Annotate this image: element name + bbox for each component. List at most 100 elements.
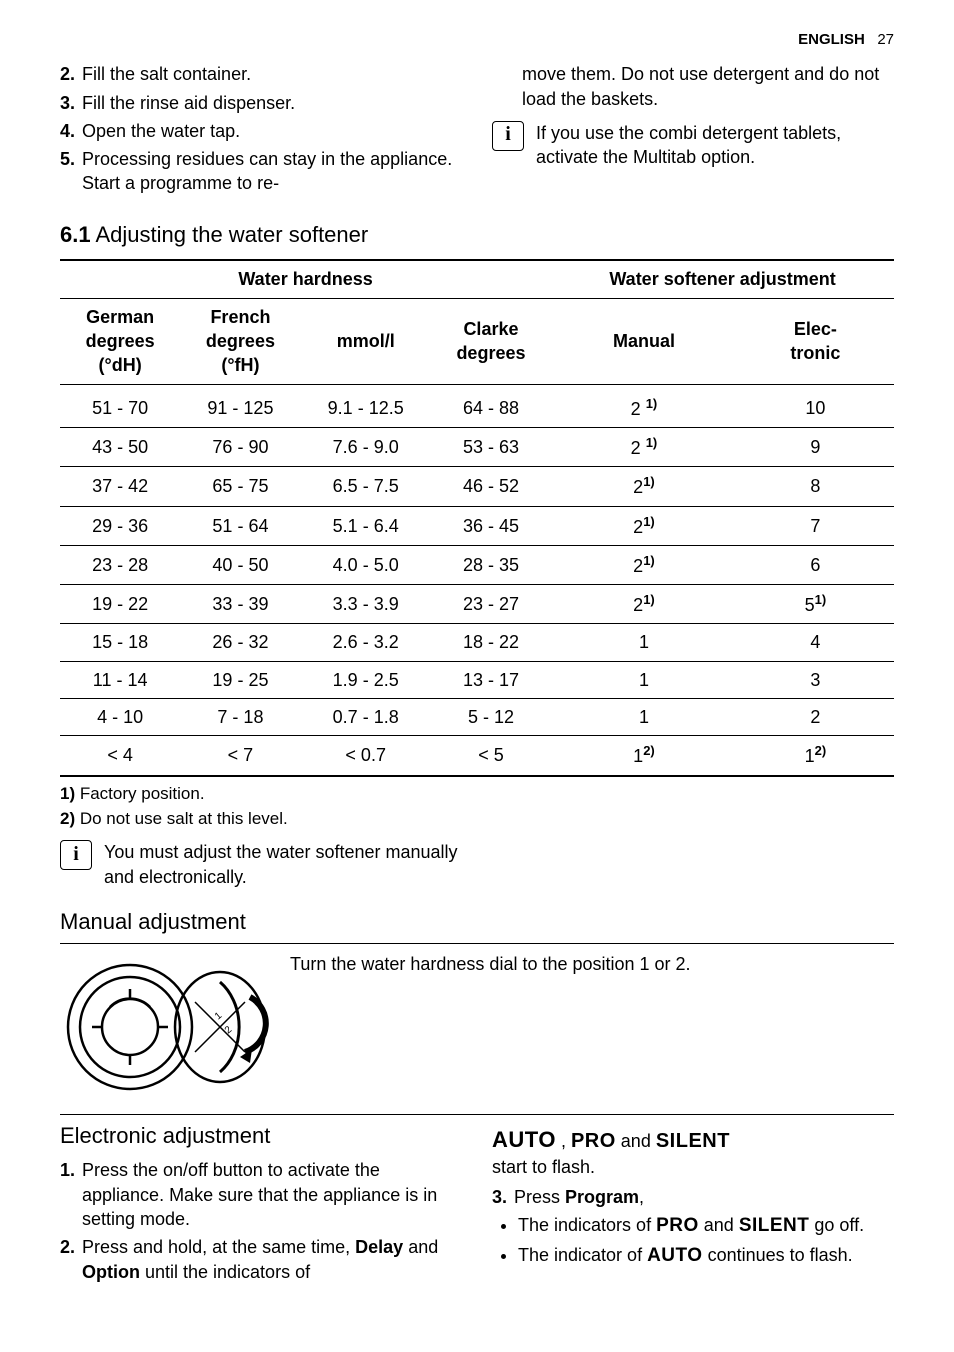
table-cell: 51) bbox=[737, 585, 894, 624]
table-cell: 65 - 75 bbox=[180, 467, 300, 506]
step-post: , bbox=[639, 1187, 644, 1207]
bullet-item: The indicators of PRO and SILENT go off. bbox=[518, 1213, 894, 1239]
table-cell: 12) bbox=[551, 736, 737, 776]
separator: , bbox=[556, 1131, 571, 1151]
table-cell: 2 bbox=[737, 698, 894, 735]
table-row: 11 - 1419 - 251.9 - 2.513 - 1713 bbox=[60, 661, 894, 698]
table-cell: 4 bbox=[737, 624, 894, 661]
table-cell: 13 - 17 bbox=[431, 661, 551, 698]
table-cell: 91 - 125 bbox=[180, 384, 300, 427]
header-language: ENGLISH bbox=[798, 31, 865, 48]
step-number: 2. bbox=[60, 62, 82, 86]
electronic-bullets: The indicators of PRO and SILENT go off.… bbox=[492, 1213, 894, 1268]
list-item: 4.Open the water tap. bbox=[60, 119, 462, 143]
table-cell: 7 bbox=[737, 506, 894, 545]
step-pre: Press bbox=[514, 1187, 565, 1207]
step-text: Press and hold, at the same time, Delay … bbox=[82, 1235, 462, 1284]
step-number: 4. bbox=[60, 119, 82, 143]
table-cell: 37 - 42 bbox=[60, 467, 180, 506]
and-text: and bbox=[616, 1131, 656, 1151]
list-item: 2.Fill the salt container. bbox=[60, 62, 462, 86]
table-cell: 36 - 45 bbox=[431, 506, 551, 545]
table-cell: 5 - 12 bbox=[431, 698, 551, 735]
table-cell: 9.1 - 12.5 bbox=[301, 384, 431, 427]
table-cell: 11 - 14 bbox=[60, 661, 180, 698]
info-icon bbox=[60, 840, 92, 870]
water-hardness-table: Water hardness Water softener adjustment… bbox=[60, 259, 894, 776]
table-cell: 23 - 27 bbox=[431, 585, 551, 624]
footnote: 2) Do not use salt at this level. bbox=[60, 808, 894, 831]
table-cell: 29 - 36 bbox=[60, 506, 180, 545]
table-column-header: Manual bbox=[551, 298, 737, 384]
table-cell: 28 - 35 bbox=[431, 545, 551, 584]
start-to-flash: start to flash. bbox=[492, 1155, 894, 1179]
table-cell: 15 - 18 bbox=[60, 624, 180, 661]
table-footnotes: 1) Factory position.2) Do not use salt a… bbox=[60, 783, 894, 831]
table-row: 23 - 2840 - 504.0 - 5.028 - 3521)6 bbox=[60, 545, 894, 584]
svg-text:2: 2 bbox=[223, 1024, 235, 1036]
table-column-header: Germandegrees(°dH) bbox=[60, 298, 180, 384]
section-number: 6.1 bbox=[60, 222, 91, 247]
info-combi-text: If you use the combi detergent tablets, … bbox=[536, 121, 894, 170]
step-number: 2. bbox=[60, 1235, 82, 1284]
intro-steps-left: 2.Fill the salt container.3.Fill the rin… bbox=[60, 62, 462, 195]
info-icon bbox=[492, 121, 524, 151]
silent-indicator: SILENT bbox=[656, 1130, 730, 1152]
table-column-header: Frenchdegrees(°fH) bbox=[180, 298, 300, 384]
table-cell: 7.6 - 9.0 bbox=[301, 427, 431, 466]
table-cell: 21) bbox=[551, 545, 737, 584]
table-cell: 8 bbox=[737, 467, 894, 506]
table-cell: 18 - 22 bbox=[431, 624, 551, 661]
table-cell: 2 1) bbox=[551, 427, 737, 466]
table-row: 43 - 5076 - 907.6 - 9.053 - 632 1)9 bbox=[60, 427, 894, 466]
table-cell: 64 - 88 bbox=[431, 384, 551, 427]
table-cell: 0.7 - 1.8 bbox=[301, 698, 431, 735]
step-number: 3. bbox=[60, 91, 82, 115]
table-cell: 7 - 18 bbox=[180, 698, 300, 735]
table-cell: < 0.7 bbox=[301, 736, 431, 776]
table-header-hardness: Water hardness bbox=[60, 260, 551, 298]
bullet-item: The indicator of AUTO continues to flash… bbox=[518, 1243, 894, 1269]
electronic-step-3: 3. Press Program, bbox=[492, 1185, 894, 1209]
list-item: 1.Press the on/off button to activate th… bbox=[60, 1158, 462, 1231]
info-adjust-text: You must adjust the water softener manua… bbox=[104, 840, 464, 889]
table-cell: 5.1 - 6.4 bbox=[301, 506, 431, 545]
table-row: 19 - 2233 - 393.3 - 3.923 - 2721)51) bbox=[60, 585, 894, 624]
table-cell: 53 - 63 bbox=[431, 427, 551, 466]
table-cell: 12) bbox=[737, 736, 894, 776]
table-row: 15 - 1826 - 322.6 - 3.218 - 2214 bbox=[60, 624, 894, 661]
table-row: 4 - 107 - 180.7 - 1.85 - 1212 bbox=[60, 698, 894, 735]
dial-diagram: 1 2 bbox=[60, 952, 270, 1102]
section-6-1-title: 6.1 Adjusting the water softener bbox=[60, 220, 894, 250]
list-item: 2.Press and hold, at the same time, Dela… bbox=[60, 1235, 462, 1284]
table-column-header: Elec-tronic bbox=[737, 298, 894, 384]
table-column-header: Clarkedegrees bbox=[431, 298, 551, 384]
table-cell: 6.5 - 7.5 bbox=[301, 467, 431, 506]
electronic-steps-left: 1.Press the on/off button to activate th… bbox=[60, 1158, 462, 1283]
manual-adjustment-text: Turn the water hardness dial to the posi… bbox=[290, 952, 894, 976]
table-cell: 40 - 50 bbox=[180, 545, 300, 584]
table-cell: 33 - 39 bbox=[180, 585, 300, 624]
table-cell: 4.0 - 5.0 bbox=[301, 545, 431, 584]
table-cell: 21) bbox=[551, 506, 737, 545]
footnote: 1) Factory position. bbox=[60, 783, 894, 806]
table-cell: 51 - 64 bbox=[180, 506, 300, 545]
header-page-number: 27 bbox=[877, 31, 894, 48]
table-cell: 1.9 - 2.5 bbox=[301, 661, 431, 698]
table-cell: 1 bbox=[551, 661, 737, 698]
table-cell: 3.3 - 3.9 bbox=[301, 585, 431, 624]
table-header-adjustment: Water softener adjustment bbox=[551, 260, 894, 298]
list-item: 5.Processing residues can stay in the ap… bbox=[60, 147, 462, 196]
divider bbox=[60, 1114, 894, 1115]
step-text: Press Program, bbox=[514, 1185, 644, 1209]
step-number: 5. bbox=[60, 147, 82, 196]
table-cell: 51 - 70 bbox=[60, 384, 180, 427]
table-cell: 21) bbox=[551, 467, 737, 506]
table-cell: 43 - 50 bbox=[60, 427, 180, 466]
table-cell: 10 bbox=[737, 384, 894, 427]
table-cell: 19 - 25 bbox=[180, 661, 300, 698]
table-cell: 6 bbox=[737, 545, 894, 584]
table-cell: 21) bbox=[551, 585, 737, 624]
table-cell: 23 - 28 bbox=[60, 545, 180, 584]
table-cell: < 5 bbox=[431, 736, 551, 776]
